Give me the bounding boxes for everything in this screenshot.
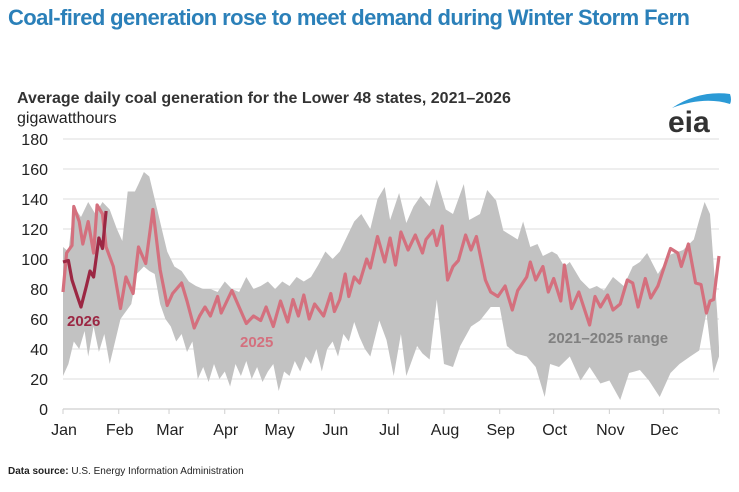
data-source: Data source: U.S. Energy Information Adm… [8, 466, 244, 477]
y-tick-label-40: 40 [30, 342, 48, 359]
y-tick-label-0: 0 [39, 402, 48, 419]
logo-swoosh-icon [672, 93, 731, 108]
y-tick-label-20: 20 [30, 372, 48, 389]
series-line-2026 [62, 210, 108, 309]
y-axis-ticks: 0 20 40 60 80 100 120 140 160 180 [21, 132, 48, 419]
y-tick-label-80: 80 [30, 282, 48, 299]
x-tick-label-mar: Mar [156, 422, 184, 439]
x-tick-label-jul: Jul [379, 422, 399, 439]
label-2026: 2026 [67, 313, 100, 330]
x-tick-label-dec: Dec [650, 422, 678, 439]
chart-title: Average daily coal generation for the Lo… [17, 90, 511, 107]
x-tick-label-feb: Feb [106, 422, 134, 439]
eia-logo: eia [668, 93, 731, 138]
y-tick-label-120: 120 [21, 222, 48, 239]
x-tick-label-aug: Aug [431, 422, 459, 439]
x-tick-label-oct: Oct [542, 422, 567, 439]
chart: 0 20 40 60 80 100 120 140 160 180 Jan Feb Mar Apr May… [21, 132, 721, 439]
page-title: Coal-fired generation rose to meet deman… [8, 5, 690, 30]
x-axis: Jan Feb Mar Apr May Jun Jul Aug Sep Oct Nov Dec [51, 408, 720, 439]
series-line-2025 [61, 203, 721, 330]
source-text: U.S. Energy Information Administration [71, 466, 244, 477]
y-tick-label-140: 140 [21, 192, 48, 209]
x-tick-label-jun: Jun [322, 422, 348, 439]
label-range: 2021–2025 range [548, 330, 668, 347]
range-band-2021-2025 [63, 172, 719, 400]
source-label: Data source: [8, 466, 69, 477]
x-tick-label-jan: Jan [51, 422, 77, 439]
svg-text:eia: eia [668, 106, 710, 138]
x-tick-label-may: May [265, 422, 295, 439]
y-tick-label-180: 180 [21, 132, 48, 149]
y-axis-label: gigawatthours [17, 110, 117, 127]
x-tick-label-nov: Nov [596, 422, 624, 439]
y-tick-label-100: 100 [21, 252, 48, 269]
y-tick-label-60: 60 [30, 312, 48, 329]
x-tick-label-sep: Sep [486, 422, 515, 439]
y-tick-label-160: 160 [21, 162, 48, 179]
label-2025: 2025 [240, 334, 273, 351]
x-tick-label-apr: Apr [213, 422, 239, 439]
